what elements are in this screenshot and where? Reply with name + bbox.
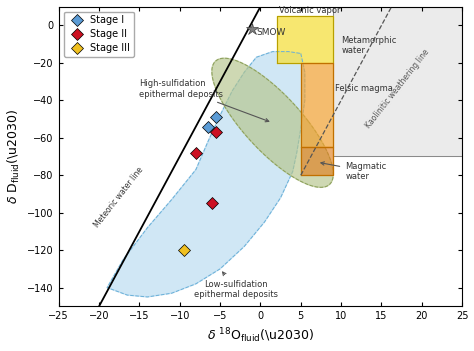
Text: Kaolinitic weathering line: Kaolinitic weathering line: [364, 48, 431, 130]
Text: Meteoric water line: Meteoric water line: [93, 166, 146, 230]
Polygon shape: [212, 58, 333, 187]
Polygon shape: [277, 16, 333, 63]
Legend: Stage I, Stage II, Stage III: Stage I, Stage II, Stage III: [64, 12, 134, 57]
Y-axis label: $\delta\ \mathrm{D}_{\mathrm{fluid}}$(\u2030): $\delta\ \mathrm{D}_{\mathrm{fluid}}$(\u…: [6, 109, 22, 204]
Text: Magmatic
water: Magmatic water: [321, 161, 386, 181]
Polygon shape: [301, 63, 333, 147]
Text: Metamorphic
water: Metamorphic water: [341, 36, 397, 55]
Text: High-sulfidation
epithermal deposits: High-sulfidation epithermal deposits: [139, 79, 269, 122]
Text: Volcanic vapor: Volcanic vapor: [279, 6, 340, 15]
Text: Low-sulfidation
epithermal deposits: Low-sulfidation epithermal deposits: [194, 272, 278, 299]
Text: Felsic magma: Felsic magma: [336, 84, 393, 93]
Polygon shape: [107, 52, 305, 297]
Text: SMOW: SMOW: [256, 28, 286, 37]
X-axis label: $\delta\ ^{18}\mathrm{O}_{\mathrm{fluid}}$(\u2030): $\delta\ ^{18}\mathrm{O}_{\mathrm{fluid}…: [207, 327, 314, 345]
Polygon shape: [301, 147, 333, 175]
Polygon shape: [333, 7, 462, 157]
